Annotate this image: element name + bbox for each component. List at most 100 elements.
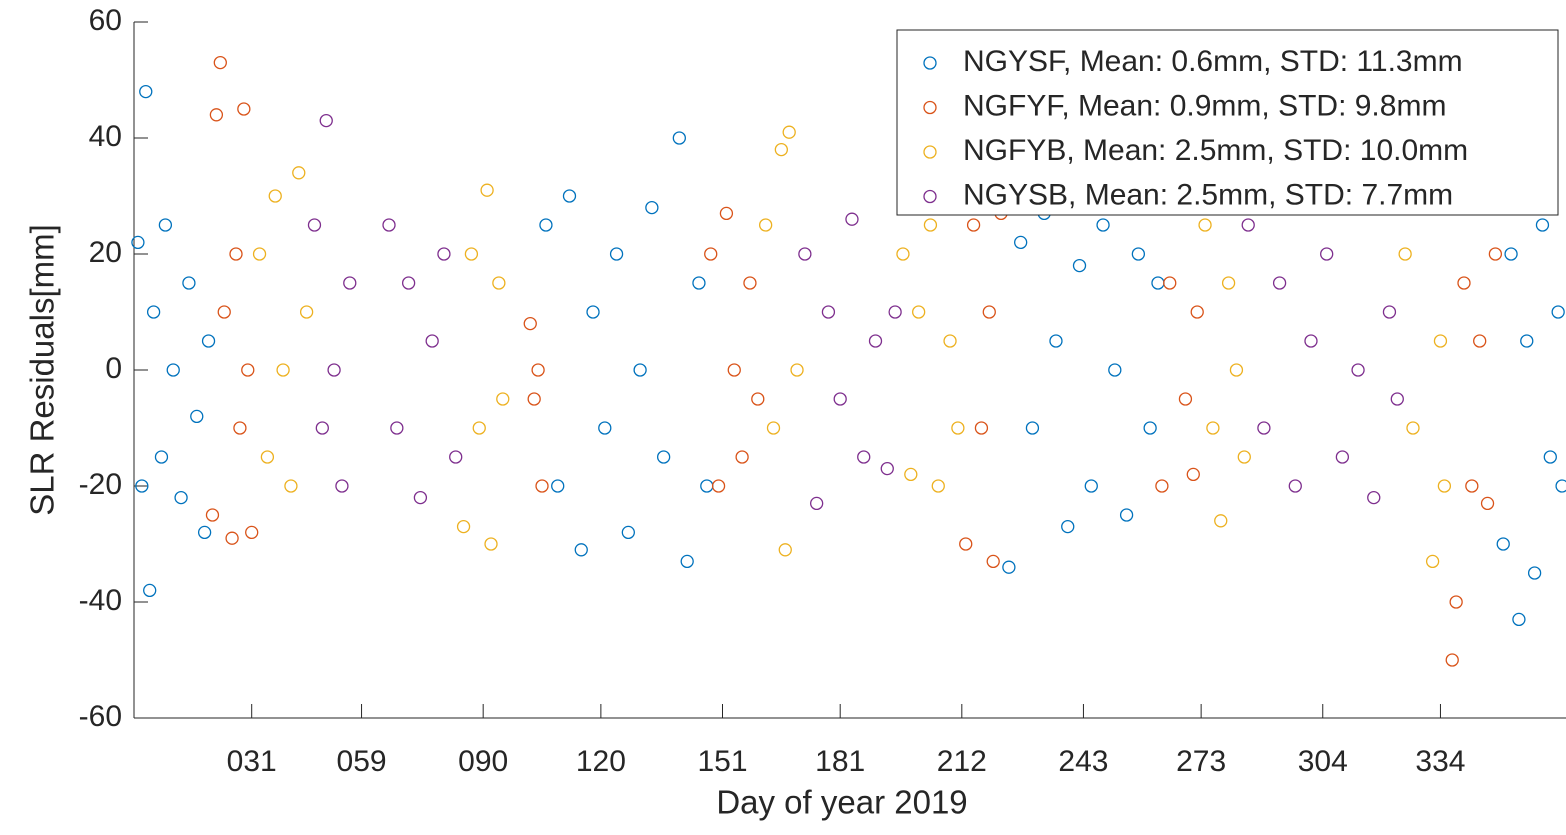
point <box>951 421 965 435</box>
point <box>1096 218 1110 232</box>
point <box>1025 421 1040 435</box>
point <box>343 276 357 290</box>
point <box>711 479 726 493</box>
point <box>923 218 938 232</box>
point <box>241 363 255 377</box>
x-axis-label: Day of year 2019 <box>716 784 967 821</box>
point <box>531 363 545 377</box>
point <box>974 421 989 435</box>
point <box>1108 363 1122 377</box>
point <box>146 305 161 319</box>
point <box>1288 479 1302 493</box>
point <box>1131 247 1146 261</box>
point <box>982 305 996 319</box>
point <box>284 479 298 493</box>
point <box>143 583 157 598</box>
point <box>401 276 416 290</box>
point <box>1304 334 1318 348</box>
x-tick-label: 151 <box>697 745 747 778</box>
legend-marker <box>923 145 937 159</box>
point <box>598 421 612 435</box>
y-tick-label: -20 <box>79 468 122 501</box>
point <box>574 543 588 557</box>
point <box>1190 305 1204 319</box>
point <box>523 316 537 331</box>
point <box>1437 479 1452 493</box>
point <box>727 363 741 377</box>
point <box>205 508 220 522</box>
point <box>1143 421 1157 435</box>
point <box>1465 479 1479 493</box>
y-axis-label: SLR Residuals[mm] <box>24 224 61 516</box>
point <box>1163 276 1177 290</box>
point <box>484 537 498 551</box>
point <box>719 206 734 221</box>
point <box>1014 235 1028 250</box>
point <box>225 531 239 545</box>
point <box>857 450 871 464</box>
point <box>1535 218 1550 232</box>
point <box>904 467 918 482</box>
point <box>327 363 341 377</box>
point <box>480 183 494 197</box>
legend-label: NGYSF, Mean: 0.6mm, STD: 11.3mm <box>963 45 1463 78</box>
point <box>1555 479 1566 493</box>
point <box>912 305 926 319</box>
legend-box <box>896 29 1559 216</box>
point <box>966 218 981 232</box>
point <box>1449 595 1463 609</box>
point <box>1320 247 1334 261</box>
point <box>182 276 196 290</box>
point <box>1206 421 1220 435</box>
point <box>1496 537 1510 551</box>
point <box>880 461 894 476</box>
point <box>1119 508 1134 522</box>
point <box>766 421 781 435</box>
point <box>758 218 773 232</box>
point <box>609 247 624 261</box>
point <box>943 334 957 348</box>
point <box>276 363 290 377</box>
point <box>743 276 757 290</box>
point <box>233 421 247 435</box>
point <box>798 247 812 261</box>
point <box>496 392 510 406</box>
legend-marker <box>923 56 937 70</box>
point <box>527 392 541 406</box>
point <box>315 421 329 435</box>
point <box>190 409 204 424</box>
x-tick-label: 334 <box>1415 745 1465 778</box>
point <box>700 479 714 493</box>
point <box>1221 276 1236 290</box>
y-tick-label: -40 <box>79 584 122 617</box>
point <box>1198 218 1212 232</box>
y-tick-label: 0 <box>105 352 122 385</box>
point <box>896 247 910 261</box>
point <box>335 479 349 493</box>
point <box>201 334 216 348</box>
point <box>539 218 553 232</box>
point <box>382 218 396 232</box>
point <box>1457 276 1471 290</box>
point <box>680 554 694 569</box>
point <box>260 450 275 464</box>
point <box>1488 247 1503 261</box>
point <box>1186 467 1200 482</box>
point <box>217 305 231 319</box>
x-tick-label: 059 <box>337 745 387 778</box>
point <box>551 479 565 493</box>
point <box>307 218 322 232</box>
point <box>131 235 145 250</box>
point <box>751 392 765 406</box>
point <box>154 450 169 464</box>
point <box>672 131 686 145</box>
point <box>1072 258 1087 273</box>
point <box>1229 363 1244 377</box>
x-tick-label: 243 <box>1058 745 1108 778</box>
point <box>299 305 314 319</box>
point <box>213 55 227 70</box>
x-tick-label: 090 <box>458 745 508 778</box>
point <box>868 334 883 348</box>
point <box>158 218 173 232</box>
point <box>1241 218 1255 232</box>
